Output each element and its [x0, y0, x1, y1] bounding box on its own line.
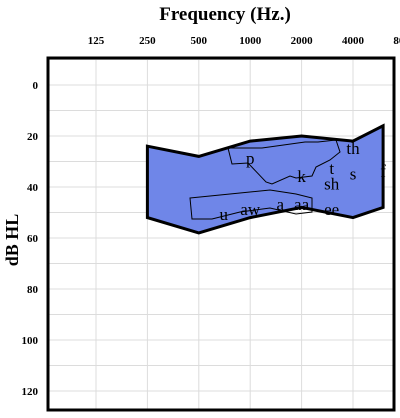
speech-sound-label: aa	[294, 195, 310, 214]
x-tick-label: 8000	[393, 35, 400, 47]
speech-banana	[145, 123, 385, 235]
speech-sound-label: p	[246, 149, 255, 168]
y-tick-label: 0	[33, 80, 39, 92]
plot-frame	[46, 56, 396, 412]
y-tick-label: 20	[27, 131, 39, 143]
speech-sound-label: u	[220, 205, 229, 224]
speech-sound-label: f	[380, 162, 386, 181]
speech-sound-label: aw	[240, 200, 261, 219]
speech-sound-label: th	[346, 139, 360, 158]
x-tick-label: 500	[191, 35, 208, 47]
speech-sound-label: sh	[324, 174, 340, 193]
x-tick-label: 1000	[239, 35, 262, 47]
y-tick-labels: 0 20 40 60 80 100 120	[22, 80, 39, 398]
x-tick-labels: 125 250 500 1000 2000 4000 8000	[88, 35, 400, 47]
x-tick-label: 250	[139, 35, 156, 47]
y-tick-label: 40	[27, 182, 39, 194]
phoneme-group-outline	[189, 189, 313, 220]
grid-lines	[48, 58, 394, 410]
y-axis-title: dB HL	[2, 214, 22, 267]
speech-banana-area	[145, 123, 385, 235]
y-tick-label: 100	[22, 335, 39, 347]
phoneme-group-outlines	[189, 139, 341, 220]
speech-sound-label: s	[350, 164, 357, 183]
chart-title: Frequency (Hz.)	[159, 4, 291, 25]
speech-sound-label: a	[277, 195, 285, 214]
y-tick-label: 60	[27, 233, 39, 245]
speech-sound-label: ee	[324, 200, 339, 219]
x-tick-label: 2000	[291, 35, 314, 47]
speech-sound-label: t	[329, 159, 334, 178]
speech-sound-label: k	[297, 167, 306, 186]
x-tick-label: 4000	[342, 35, 365, 47]
phoneme-group-outline	[227, 139, 341, 185]
y-tick-label: 80	[27, 284, 39, 296]
x-tick-label: 125	[88, 35, 105, 47]
y-tick-label: 120	[22, 386, 39, 398]
